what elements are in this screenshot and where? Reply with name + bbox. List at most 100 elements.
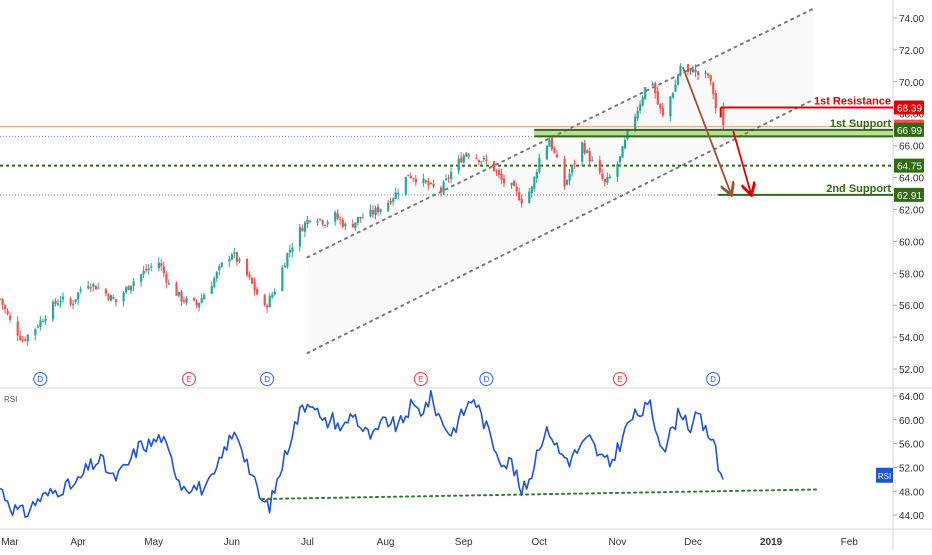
rsi-label: RSI [4, 395, 17, 404]
event-marker [413, 372, 428, 386]
candle-body [442, 181, 445, 194]
candle-body [644, 87, 647, 99]
price-tick-label: 64.00 [899, 174, 924, 185]
price-tick-label: 68.00 [899, 110, 924, 121]
candle-body [639, 104, 642, 111]
candle-body [195, 301, 198, 306]
candle-body [210, 286, 213, 294]
candle-body [341, 219, 344, 227]
candle-body [709, 75, 712, 81]
candle-body [669, 96, 672, 117]
price-tick-label: 60.00 [899, 237, 924, 248]
candle-body [97, 287, 100, 289]
candle-body [235, 252, 239, 262]
candle-body [616, 163, 619, 177]
price-tick-label: 52.00 [899, 365, 924, 376]
candle-body [588, 151, 591, 162]
price-badge [894, 187, 924, 202]
rsi-tick-label: 64.00 [899, 392, 924, 403]
price-tick-label: 74.00 [899, 14, 924, 25]
candle-body [24, 339, 27, 341]
candle-body [16, 321, 19, 336]
candle-body [634, 116, 637, 131]
rsi-tick-label: 60.00 [899, 416, 924, 427]
candle-body [621, 146, 624, 158]
candle-body [480, 161, 483, 163]
candle-body [457, 158, 460, 171]
candle-body [41, 321, 45, 323]
candle-body [248, 274, 251, 278]
candle-body [54, 300, 57, 305]
candle-body [291, 247, 294, 252]
candles-group [0, 63, 725, 346]
candle-body [510, 182, 513, 186]
candle-body [160, 263, 163, 267]
candle-body [450, 171, 453, 180]
candle-body [74, 299, 77, 302]
rsi-trendline [261, 488, 820, 501]
forecast-arrow-2 [732, 131, 751, 193]
candle-body [538, 157, 541, 172]
candle-body [692, 69, 695, 73]
event-marker-label: E [617, 375, 622, 384]
candle-body [545, 145, 549, 160]
candle-body [379, 209, 382, 212]
candle-body [377, 206, 380, 213]
candle-body [520, 198, 523, 204]
candle-body [477, 159, 480, 163]
candle-body [56, 303, 60, 306]
support-zone [534, 129, 893, 137]
candle-body [268, 296, 271, 308]
time-axis-label: Jun [224, 537, 240, 548]
candle-body [324, 224, 327, 226]
rsi-tick-label: 52.00 [899, 463, 924, 474]
candle-body [4, 305, 7, 310]
candle-body [213, 278, 216, 288]
candle-body [233, 252, 236, 255]
candle-body [409, 175, 412, 179]
price-tick-label: 58.00 [899, 269, 924, 280]
candle-body [535, 171, 538, 178]
candle-body [626, 130, 629, 139]
candle-body [150, 266, 153, 268]
candle-body [387, 202, 390, 211]
event-marker [260, 372, 275, 386]
candle-body [659, 103, 662, 109]
candle-body [306, 219, 309, 225]
time-axis-label: Aug [377, 537, 395, 548]
time-axis-label: 2019 [760, 537, 783, 548]
channel-upper-line [306, 7, 815, 259]
candle-body [175, 282, 178, 296]
event-marker-label: D [37, 375, 43, 384]
candle-body [492, 161, 496, 171]
candle-body [180, 291, 183, 302]
candle-body [533, 177, 536, 189]
price-badge [894, 122, 924, 137]
candle-body [266, 305, 269, 308]
candle-body [326, 222, 329, 225]
candle-body [140, 274, 143, 282]
candle-body [79, 289, 82, 292]
candle-body [530, 186, 533, 194]
time-axis-label: Oct [531, 537, 547, 548]
candle-body [394, 192, 397, 199]
candle-body [497, 170, 501, 175]
candle-body [132, 281, 135, 287]
candle-body [460, 157, 463, 163]
time-axis-label: Dec [684, 537, 702, 548]
candle-body [475, 157, 478, 159]
candle-body [568, 173, 571, 181]
price-badge [894, 100, 924, 115]
rsi-tick-label: 44.00 [899, 511, 924, 522]
candle-body [339, 218, 342, 220]
candle-body [467, 154, 470, 157]
candle-body [122, 292, 125, 302]
time-axis-label: Sep [455, 537, 473, 548]
event-marker-label: D [483, 375, 489, 384]
candle-body [92, 283, 95, 287]
event-marker [479, 372, 494, 386]
event-marker [612, 372, 627, 386]
event-marker [182, 372, 196, 386]
candle-body [1, 298, 4, 305]
channel-fill [307, 8, 814, 354]
